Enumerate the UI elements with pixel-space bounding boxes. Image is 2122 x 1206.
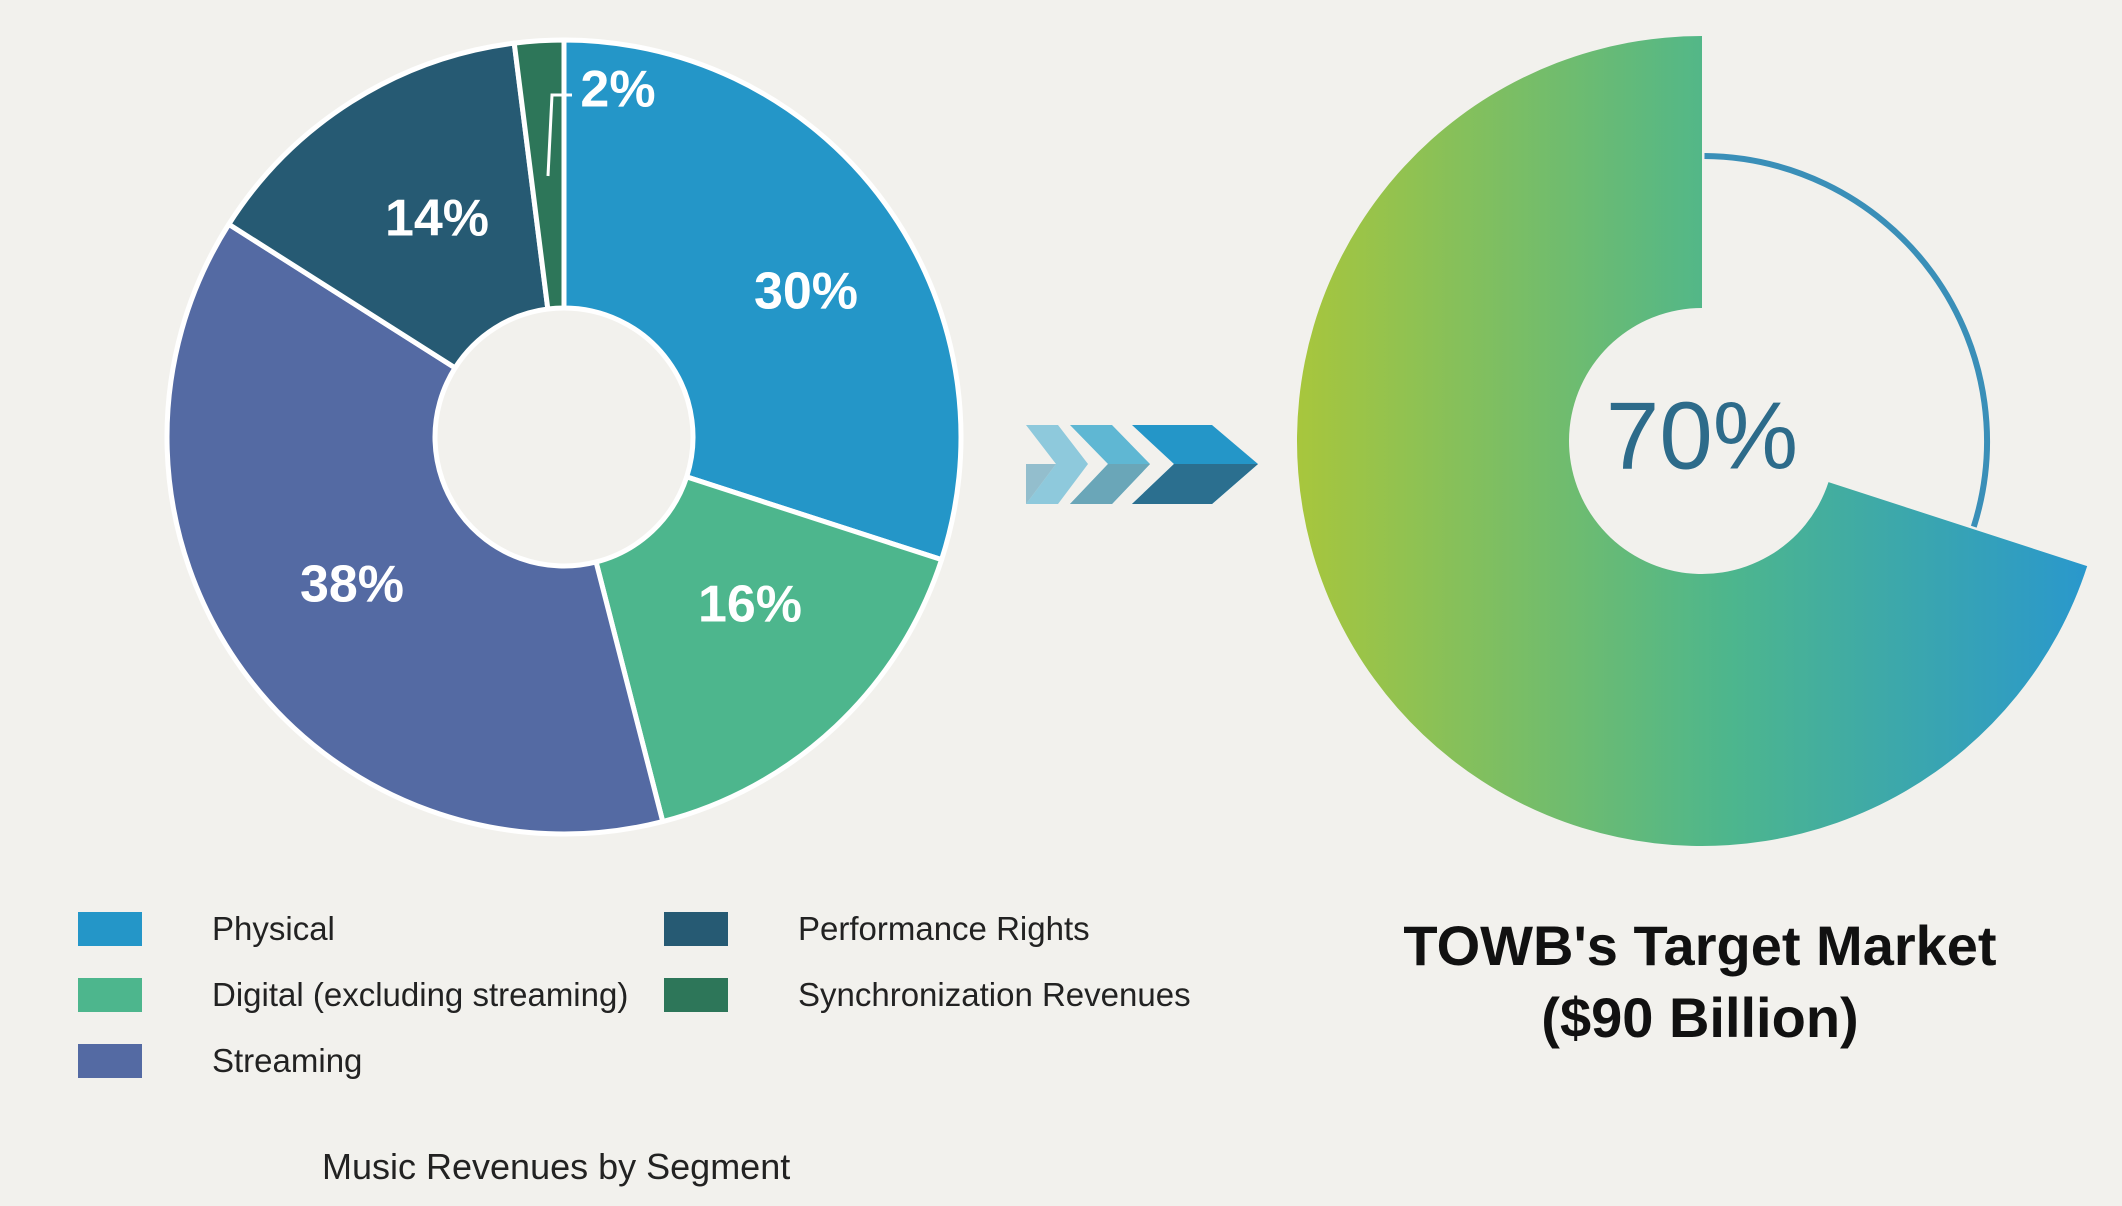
legend-label-sync: Synchronization Revenues (798, 976, 1191, 1013)
slice-performance (226, 40, 551, 371)
legend-swatch-streaming (78, 1044, 142, 1078)
slice-label-streaming: 38% (300, 556, 404, 614)
legend-label-streaming: Streaming (212, 1042, 363, 1079)
slice-physical (561, 37, 964, 563)
segment-donut-chart: 30% 16% 38% 14% 2% (164, 37, 964, 837)
slice-streaming (164, 221, 666, 837)
slice-digital (593, 474, 945, 825)
chevron-1-icon (1026, 425, 1088, 504)
legend-item-sync: Synchronization Revenues (664, 978, 1191, 1012)
slice-label-performance: 14% (385, 190, 489, 248)
legend-swatch-digital (78, 978, 142, 1012)
legend-label-performance: Performance Rights (798, 910, 1090, 947)
legend: Physical Digital (excluding streaming) S… (78, 912, 1228, 1092)
target-market-subtitle: ($90 Billion) (1541, 986, 1859, 1049)
slice-label-physical: 30% (754, 263, 858, 321)
slice-label-digital: 16% (698, 576, 802, 634)
slice-label-sync: 2% (580, 61, 655, 119)
chevron-2-shade (1070, 464, 1150, 504)
target-market-filled-arc (1297, 36, 2088, 846)
legend-label-physical: Physical (212, 910, 335, 947)
chart-caption: Music Revenues by Segment (322, 1146, 791, 1187)
legend-item-digital: Digital (excluding streaming) (78, 978, 628, 1012)
chevron-1-shade (1026, 464, 1056, 504)
legend-item-performance: Performance Rights (664, 912, 1090, 946)
legend-swatch-sync (664, 978, 728, 1012)
target-market-donut: 70% (1297, 36, 2088, 846)
chevron-3-shade (1132, 464, 1258, 504)
remaining-outline-arc (1704, 153, 1990, 528)
chevron-arrows-icon (1026, 425, 1258, 504)
legend-item-streaming: Streaming (78, 1044, 362, 1078)
legend-item-physical: Physical (78, 912, 335, 946)
target-market-percent: 70% (1606, 382, 1798, 489)
target-market-title: TOWB's Target Market (1403, 914, 1997, 977)
legend-label-digital: Digital (excluding streaming) (212, 976, 629, 1013)
legend-swatch-physical (78, 912, 142, 946)
leader-line-sync (546, 93, 572, 177)
legend-swatch-performance (664, 912, 728, 946)
